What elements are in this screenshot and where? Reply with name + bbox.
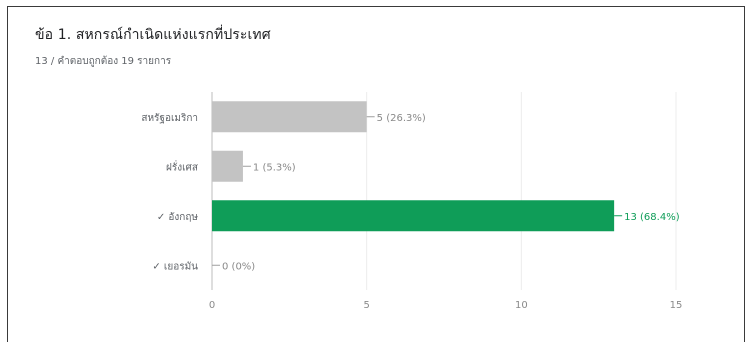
bar[interactable] bbox=[212, 101, 367, 133]
x-tick-label: 5 bbox=[363, 300, 369, 311]
value-label: 0 (0%) bbox=[222, 261, 255, 272]
value-label: 5 (26.3%) bbox=[377, 113, 426, 124]
answer-summary: 13 / คำตอบถูกต้อง 19 รายการ bbox=[35, 56, 172, 67]
value-label: 13 (68.4%) bbox=[624, 212, 680, 223]
question-title: ข้อ 1. สหกรณ์กำเนิดแห่งแรกที่ประเทศ bbox=[35, 27, 271, 43]
category-label: ฝรั่งเศส bbox=[166, 159, 198, 173]
x-tick-label: 10 bbox=[515, 300, 528, 311]
question-card: ข้อ 1. สหกรณ์กำเนิดแห่งแรกที่ประเทศ 13 /… bbox=[7, 6, 745, 342]
card-border bbox=[744, 7, 745, 342]
category-label: สหรัฐอเมริกา bbox=[141, 113, 198, 124]
bar[interactable] bbox=[212, 150, 243, 182]
bars bbox=[212, 101, 615, 232]
x-tick-label: 0 bbox=[209, 300, 215, 311]
category-label: ✓ อังกฤษ bbox=[157, 212, 199, 223]
x-tick-labels: 0 5 10 15 bbox=[209, 300, 683, 311]
value-labels: 5 (26.3%) 1 (5.3%) 13 (68.4%) 0 (0%) bbox=[212, 113, 680, 272]
bar-correct[interactable] bbox=[212, 200, 615, 232]
value-label: 1 (5.3%) bbox=[253, 162, 296, 173]
x-tick-label: 15 bbox=[670, 300, 683, 311]
category-label: ✓ เยอรมัน bbox=[152, 261, 198, 272]
